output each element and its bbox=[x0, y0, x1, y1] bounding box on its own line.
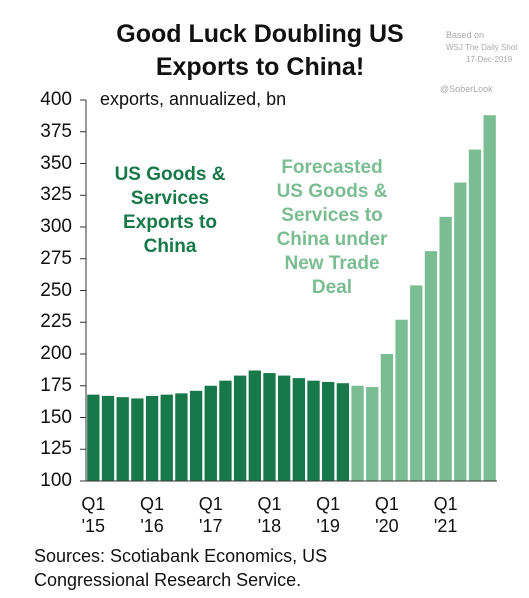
bar bbox=[233, 375, 247, 481]
bar bbox=[439, 216, 452, 481]
bar bbox=[204, 385, 217, 481]
series-label: US Goods & Services Exports to China bbox=[114, 164, 226, 257]
y-tick-label: 300 bbox=[40, 216, 72, 237]
bar bbox=[366, 387, 379, 481]
watermark: WSJ The Daily Shot bbox=[446, 43, 518, 52]
x-tick-label: Q1 '19 bbox=[316, 494, 341, 536]
x-tick-label: Q1 '16 bbox=[140, 494, 165, 536]
bar bbox=[219, 380, 232, 481]
bar bbox=[87, 394, 100, 481]
x-tick-label: Q1 '21 bbox=[433, 494, 458, 536]
chart-title: Good Luck Doubling US Exports to China! bbox=[116, 20, 404, 81]
y-tick-label: 375 bbox=[40, 120, 72, 142]
bar bbox=[454, 182, 467, 482]
y-tick-label: 275 bbox=[40, 247, 72, 269]
bar bbox=[351, 385, 364, 481]
series-label: Forecasted US Goods & Services to China … bbox=[276, 157, 388, 298]
bar bbox=[468, 149, 482, 481]
bar bbox=[116, 397, 129, 481]
bar bbox=[131, 398, 144, 481]
bar bbox=[263, 373, 276, 481]
source: Sources: Scotiabank Economics, US Congre… bbox=[34, 546, 328, 590]
watermark: Based on bbox=[446, 30, 485, 40]
y-tick-label: 400 bbox=[40, 89, 72, 110]
bar bbox=[160, 394, 173, 481]
bar bbox=[292, 378, 306, 481]
bar bbox=[175, 393, 188, 481]
x-tick-label: Q1 '18 bbox=[257, 494, 282, 536]
x-tick-label: Q1 '20 bbox=[374, 494, 399, 536]
bar bbox=[277, 375, 291, 481]
y-tick-label: 200 bbox=[40, 343, 72, 364]
x-tick-label: Q1 '17 bbox=[198, 494, 223, 536]
y-tick-label: 150 bbox=[40, 406, 72, 428]
bar bbox=[322, 381, 335, 481]
bar bbox=[336, 383, 350, 481]
y-tick-label: 250 bbox=[40, 279, 72, 301]
bar bbox=[395, 319, 408, 481]
y-axis-label: exports, annualized, bn bbox=[100, 89, 287, 109]
y-tick-label: 225 bbox=[40, 311, 72, 333]
bar bbox=[307, 380, 320, 481]
watermark: 17-Dec-2019 bbox=[466, 55, 513, 64]
y-tick-label: 350 bbox=[40, 152, 72, 174]
bar bbox=[145, 395, 159, 481]
x-tick-label: Q1 '15 bbox=[81, 494, 106, 536]
y-tick-label: 125 bbox=[40, 438, 72, 460]
bar bbox=[424, 251, 438, 481]
bar bbox=[189, 390, 203, 481]
watermark: @SoberLook bbox=[440, 84, 493, 94]
y-tick-label: 100 bbox=[40, 470, 72, 491]
bar bbox=[410, 285, 423, 481]
bar bbox=[101, 395, 115, 481]
y-tick-label: 325 bbox=[40, 184, 72, 206]
y-tick-label: 175 bbox=[40, 374, 72, 396]
bar bbox=[380, 354, 394, 481]
bar bbox=[483, 115, 496, 482]
bar bbox=[248, 370, 261, 481]
